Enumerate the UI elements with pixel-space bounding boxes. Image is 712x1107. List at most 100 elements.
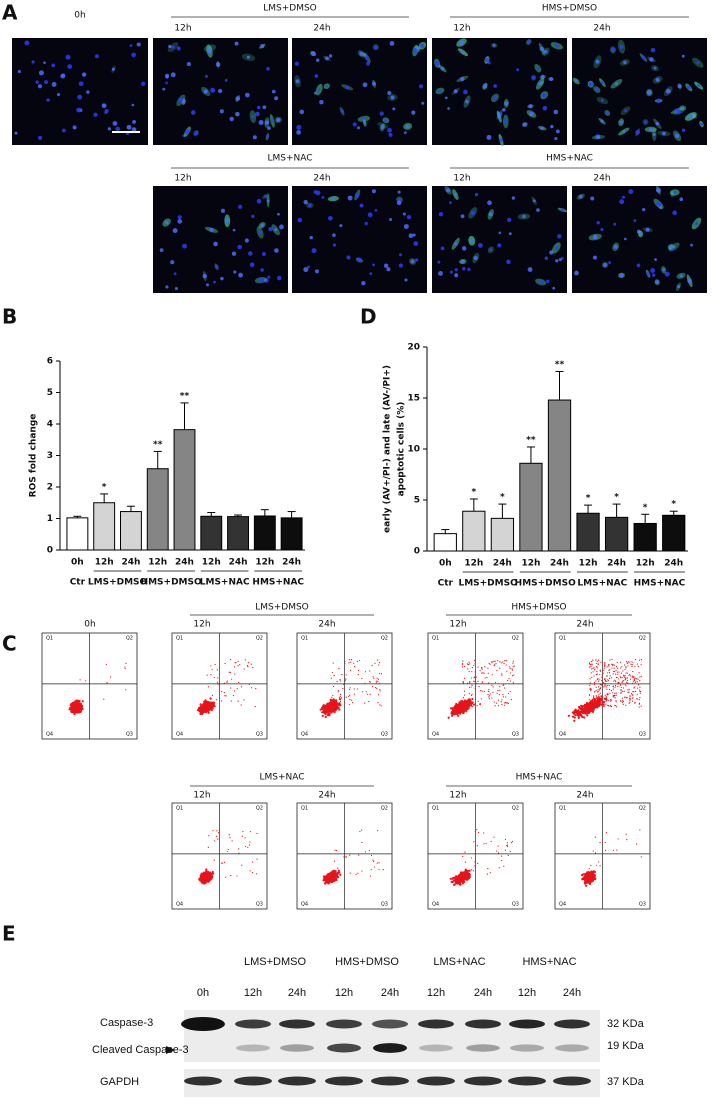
nucleus (387, 91, 391, 95)
nucleus (652, 273, 655, 276)
event (606, 696, 607, 697)
event (593, 874, 595, 876)
event (508, 703, 509, 704)
event (617, 674, 618, 675)
event (349, 659, 350, 660)
nucleus (277, 213, 280, 216)
time-label: 12h (174, 24, 191, 34)
lane-label: 24h (474, 987, 492, 999)
event (210, 703, 211, 704)
event (501, 860, 502, 861)
event (365, 671, 366, 672)
event (340, 701, 341, 702)
event (626, 697, 627, 698)
x-tick-label: 24h (493, 559, 512, 569)
event (337, 872, 339, 874)
nucleus (204, 89, 208, 93)
event (251, 853, 252, 854)
event (469, 693, 470, 694)
event (513, 661, 514, 662)
event (513, 666, 514, 667)
nucleus (57, 93, 60, 96)
event (605, 695, 606, 696)
event (233, 695, 234, 696)
nucleus (210, 228, 214, 232)
nucleus (314, 74, 318, 78)
event (614, 668, 615, 669)
event (593, 695, 594, 696)
nucleus (274, 248, 279, 253)
event (629, 698, 630, 699)
nucleus (502, 108, 505, 111)
nucleus (454, 193, 457, 196)
time-label: 24h (318, 620, 335, 630)
nucleus (549, 250, 553, 254)
event (377, 681, 378, 682)
event (234, 673, 235, 674)
nucleus (404, 131, 407, 134)
nucleus (235, 42, 239, 46)
event (624, 696, 625, 697)
event (632, 683, 633, 684)
event (369, 670, 370, 671)
group-label: LMS+NAC (433, 956, 485, 968)
nucleus (207, 49, 212, 54)
event (452, 710, 454, 712)
event (608, 670, 609, 671)
event (327, 875, 329, 877)
event (595, 852, 596, 853)
nucleus (259, 278, 264, 283)
event (601, 696, 602, 697)
nucleus (421, 102, 424, 105)
bar (174, 430, 195, 550)
event (609, 659, 610, 660)
nucleus (225, 219, 229, 223)
quadrant-label: Q3 (512, 732, 519, 738)
nucleus (177, 219, 182, 224)
event (256, 833, 257, 834)
event (338, 691, 339, 692)
x-tick-label: 24h (229, 558, 248, 568)
event (357, 661, 358, 662)
nucleus (553, 110, 558, 115)
event (227, 851, 228, 852)
event (589, 667, 590, 668)
event (200, 710, 202, 712)
event (618, 682, 619, 683)
event (217, 669, 218, 670)
event (589, 877, 591, 879)
nucleus (384, 264, 388, 268)
nucleus (355, 193, 360, 198)
nucleus (409, 233, 414, 238)
nucleus (359, 52, 363, 56)
event (345, 856, 346, 857)
nucleus (95, 54, 99, 58)
nucleus (628, 189, 633, 194)
nucleus (579, 195, 583, 199)
event (469, 682, 470, 683)
event (498, 705, 499, 706)
event (512, 675, 513, 676)
event (124, 666, 125, 667)
nucleus (656, 78, 660, 82)
event (462, 856, 463, 857)
event (594, 682, 595, 683)
group-label: HMS+DMSO (141, 578, 202, 588)
band (509, 1020, 545, 1029)
nucleus (387, 128, 392, 133)
time-label: 12h (449, 620, 466, 630)
bar (520, 463, 542, 551)
event (372, 686, 373, 687)
event (491, 685, 492, 686)
nucleus (593, 235, 598, 240)
event (599, 674, 600, 675)
event (615, 681, 616, 682)
event (487, 874, 488, 875)
event (369, 850, 370, 851)
event (607, 705, 608, 706)
event (324, 705, 326, 707)
event (475, 848, 476, 849)
group-label: Ctr (438, 579, 454, 589)
group-label: LMS+NAC (577, 579, 627, 589)
event (376, 681, 377, 682)
